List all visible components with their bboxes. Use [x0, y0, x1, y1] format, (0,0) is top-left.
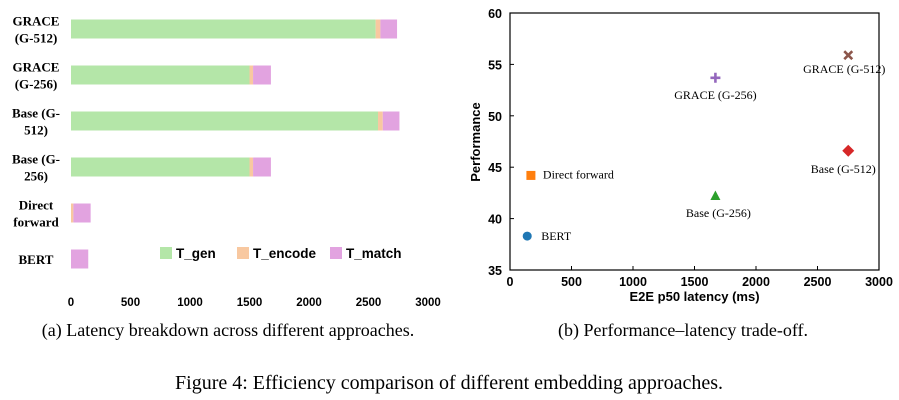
category-label: Base (G- 512) [12, 106, 60, 138]
figure-caption: Figure 4: Efficiency comparison of diffe… [175, 372, 723, 394]
bar-t-encode [249, 157, 254, 177]
category-label: BERT [19, 252, 54, 267]
y-tick-label: 55 [488, 58, 502, 72]
category-label-line: Base (G- [12, 106, 60, 121]
category-label-line: Base (G- [12, 152, 60, 167]
bar-t-gen [71, 65, 250, 85]
bert-label: BERT [541, 229, 572, 243]
grace-g-256-label: GRACE (G-256) [674, 88, 756, 102]
bar-t-gen [71, 19, 376, 39]
subcaption-a: (a) Latency breakdown across different a… [42, 320, 415, 341]
legend-swatch [237, 247, 249, 259]
category-label: GRACE (G-512) [13, 14, 60, 46]
category-label: GRACE (G-256) [13, 60, 60, 92]
category-label-line: Direct [19, 198, 54, 213]
x-tick-label: 1000 [177, 297, 203, 309]
y-axis-label: Performance [468, 102, 483, 181]
x-tick-label: 3000 [865, 275, 893, 289]
bar-t-match [253, 65, 271, 85]
category-label-line: forward [13, 215, 59, 230]
grace-g-512-label: GRACE (G-512) [803, 62, 885, 76]
x-tick-label: 3000 [415, 297, 441, 309]
x-tick-label: 500 [561, 275, 582, 289]
x-tick-label: 2000 [742, 275, 770, 289]
y-tick-label: 60 [488, 7, 502, 21]
bar-t-match [73, 203, 91, 223]
category-label: Base (G- 256) [12, 152, 60, 184]
grace-g-512-marker [843, 50, 854, 61]
bar-t-match [382, 111, 400, 131]
y-tick-label: 40 [488, 213, 502, 227]
x-tick-label: 1500 [681, 275, 709, 289]
legend-swatch [160, 247, 172, 259]
base-g-256-label: Base (G-256) [686, 206, 751, 220]
base-g-256-marker [710, 190, 721, 200]
y-tick-label: 35 [488, 264, 502, 278]
x-tick-label: 2500 [356, 297, 382, 309]
bar-t-encode [375, 19, 381, 39]
bar-t-encode [71, 203, 74, 223]
x-tick-label: 0 [68, 297, 74, 309]
performance-latency-chart: 0 500 1000 1500 2000 2500 3000 35 40 45 50 55 60 E2E … [468, 7, 893, 304]
category-label-line: 256) [24, 169, 48, 184]
grace-g-256-marker [710, 72, 721, 83]
bert-marker [522, 231, 532, 241]
category-label-line: (G-256) [15, 77, 58, 92]
bar-t-encode [249, 65, 254, 85]
bar-t-match [253, 157, 271, 177]
category-label-line: GRACE [13, 60, 60, 75]
x-tick-label: 1500 [237, 297, 263, 309]
bar-t-encode [378, 111, 383, 131]
latency-breakdown-chart: GRACE (G-512)GRACE (G-256)Base (G-512)Base… [12, 14, 441, 310]
legend-label: T_match [346, 246, 402, 261]
category-label-line: BERT [19, 252, 54, 267]
legend-label: T_gen [176, 246, 216, 261]
x-tick-label: 2500 [804, 275, 832, 289]
x-axis-label: E2E p50 latency (ms) [629, 289, 759, 304]
subcaption-b: (b) Performance–latency trade-off. [558, 320, 808, 341]
bar-t-match [71, 249, 89, 269]
direct-forward-label: Direct forward [543, 167, 614, 181]
category-label-line: (G-512) [15, 31, 58, 46]
x-tick-label: 500 [121, 297, 140, 309]
bar-t-gen [71, 111, 379, 131]
x-tick-label: 1000 [619, 275, 647, 289]
x-tick-label: 2000 [296, 297, 322, 309]
x-tick-label: 0 [507, 275, 514, 289]
y-tick-label: 45 [488, 161, 502, 175]
direct-forward-marker [526, 170, 536, 180]
base-g-512-marker [842, 144, 855, 157]
category-label: Direct forward [13, 198, 59, 230]
category-label-line: GRACE [13, 14, 60, 29]
legend-swatch [330, 247, 342, 259]
bar-t-match [380, 19, 398, 39]
bar-t-gen [71, 157, 250, 177]
y-tick-label: 50 [488, 110, 502, 124]
category-label-line: 512) [24, 123, 48, 138]
base-g-512-label: Base (G-512) [811, 162, 876, 176]
legend-label: T_encode [253, 246, 317, 261]
